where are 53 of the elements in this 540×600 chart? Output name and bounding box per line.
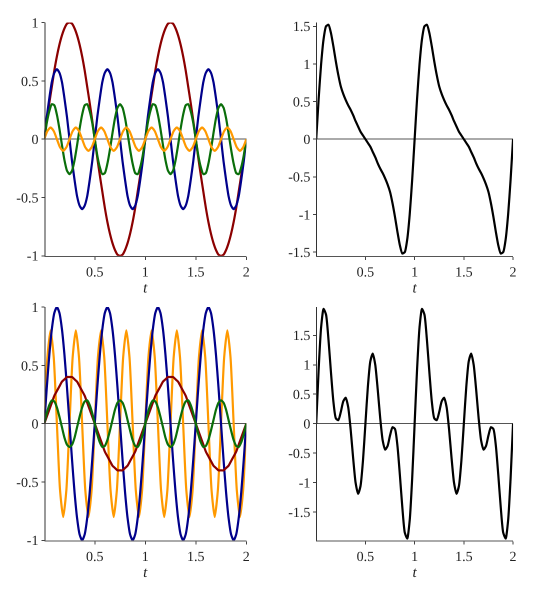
x-tick-label: 1.5	[187, 550, 205, 566]
x-tick-label: 2	[510, 550, 517, 566]
y-tick-label: -0.5	[16, 191, 38, 206]
x-tick-label: 2	[242, 550, 250, 566]
y-tick-label: -1	[26, 250, 38, 265]
y-tick-label: 0.5	[20, 74, 38, 90]
y-tick-label: 1.5	[292, 20, 310, 36]
x-tick-label: 1	[411, 266, 418, 281]
x-axis-title: t	[143, 280, 148, 297]
line-series	[44, 103, 246, 176]
x-tick-label: 1.5	[455, 266, 473, 281]
y-tick-label: -1	[26, 534, 38, 550]
y-tick-label: -1	[298, 208, 310, 224]
line-series	[44, 376, 246, 472]
x-tick-label: 1.5	[455, 550, 473, 566]
x-tick-label: 2	[510, 266, 517, 281]
x-tick-label: 0.5	[86, 266, 104, 281]
y-tick-label: -0.5	[288, 170, 310, 186]
y-tick-label: -0.5	[16, 476, 38, 491]
x-tick-label: 1	[411, 550, 418, 566]
x-tick-label: 2	[242, 266, 250, 281]
x-tick-label: 1.5	[187, 266, 205, 281]
line-series	[44, 307, 246, 540]
line-series	[44, 126, 246, 152]
y-tick-label: 0	[31, 418, 38, 433]
y-tick-label: 1.5	[292, 329, 310, 344]
x-axis-title: t	[412, 280, 418, 297]
line-series	[44, 329, 246, 518]
y-tick-label: 0.5	[292, 95, 310, 110]
x-tick-label: 0.5	[356, 266, 374, 281]
y-tick-label: 0.5	[292, 388, 310, 404]
x-tick-label: 0.5	[86, 550, 104, 566]
y-tick-label: -1.5	[288, 506, 310, 521]
y-tick-label: -0.5	[288, 447, 310, 462]
line-series	[316, 24, 514, 255]
y-tick-label: 1	[31, 16, 38, 32]
y-tick-label: 1	[303, 58, 310, 73]
y-tick-label: 1	[31, 300, 38, 316]
y-tick-label: 0	[31, 133, 38, 148]
y-tick-label: 0.5	[20, 359, 38, 374]
line-series	[44, 68, 246, 210]
x-tick-label: 0.5	[356, 550, 374, 566]
y-tick-label: 1	[303, 358, 310, 374]
x-axis-title: t	[412, 565, 418, 582]
y-tick-label: 0	[303, 418, 310, 433]
x-tick-label: 1	[142, 550, 149, 566]
y-tick-label: -1	[298, 476, 310, 492]
line-series	[44, 399, 246, 448]
y-tick-label: 0	[303, 133, 310, 148]
line-series	[316, 308, 514, 540]
x-tick-label: 1	[142, 266, 149, 281]
x-axis-title: t	[143, 565, 148, 582]
y-tick-label: -1.5	[288, 246, 310, 261]
